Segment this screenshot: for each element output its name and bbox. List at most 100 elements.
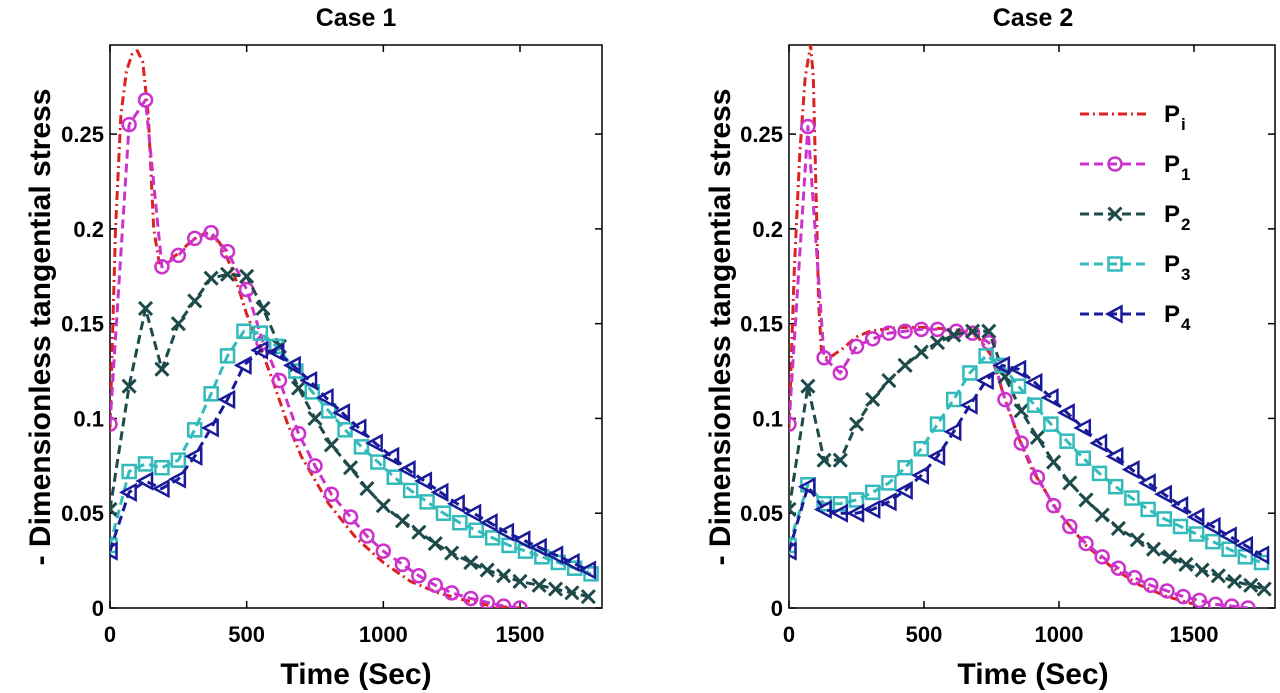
- y-tick-label: 0.2: [73, 217, 104, 242]
- data-point: [282, 355, 301, 375]
- data-point: [121, 463, 137, 480]
- legend-entry: P1: [1080, 151, 1190, 184]
- data-point: [154, 459, 170, 476]
- legend: Pi P1 P2 P3 P4: [1080, 101, 1191, 334]
- data-point: [463, 503, 482, 523]
- data-point: [1188, 526, 1205, 542]
- data-point: [411, 524, 427, 540]
- chart-title: Case 1: [316, 4, 397, 32]
- data-point: [1240, 600, 1256, 608]
- data-point: [1046, 454, 1062, 470]
- data-point: [495, 598, 512, 608]
- data-point: [154, 259, 170, 275]
- data-point: [137, 92, 154, 108]
- data-point: [1140, 501, 1156, 518]
- legend-entry: P3: [1080, 251, 1190, 284]
- data-point: [184, 446, 203, 466]
- y-axis-label: - Dimensionless tangential stress: [24, 89, 57, 566]
- data-point: [1110, 520, 1126, 536]
- data-point: [865, 391, 881, 408]
- data-point: [913, 321, 930, 338]
- data-point: [897, 459, 913, 476]
- data-point: [359, 481, 375, 497]
- data-point: [1143, 577, 1159, 594]
- data-point: [978, 348, 994, 364]
- series-p-2: [110, 266, 596, 605]
- data-point: [1105, 446, 1124, 466]
- data-point: [187, 293, 203, 309]
- data-point: [1218, 526, 1237, 546]
- data-point: [1137, 473, 1156, 493]
- series-p-i: [789, 45, 1195, 606]
- data-point: [878, 492, 897, 512]
- data-point: [848, 338, 865, 355]
- data-point: [402, 482, 419, 499]
- data-point: [479, 513, 498, 533]
- data-point: [1091, 465, 1108, 482]
- data-point: [1029, 429, 1045, 445]
- data-point: [1156, 511, 1173, 527]
- data-point: [832, 452, 848, 468]
- data-point: [337, 422, 353, 438]
- data-point: [881, 372, 897, 389]
- data-point: [1251, 545, 1270, 565]
- data-point: [394, 556, 411, 573]
- data-point: [479, 562, 495, 578]
- data-point: [427, 535, 443, 552]
- y-tick-label: 0.15: [740, 312, 783, 337]
- data-point: [1010, 378, 1027, 394]
- series-line: [110, 348, 589, 572]
- series-line: [110, 329, 592, 576]
- data-point: [496, 522, 515, 542]
- data-point: [1008, 359, 1027, 379]
- data-point: [236, 323, 252, 339]
- data-point: [1078, 492, 1094, 508]
- data-point: [430, 482, 449, 502]
- data-point: [564, 585, 580, 601]
- data-point: [1210, 568, 1226, 584]
- data-point: [307, 410, 323, 426]
- data-point: [913, 344, 929, 360]
- series-line: [110, 98, 521, 608]
- x-tick-label: 1000: [359, 622, 408, 647]
- data-point: [496, 568, 512, 584]
- data-point: [118, 482, 137, 502]
- data-point: [965, 323, 981, 339]
- data-point: [186, 422, 203, 438]
- data-point: [411, 568, 427, 584]
- data-point: [862, 499, 881, 520]
- data-point: [266, 342, 285, 362]
- data-point: [1110, 560, 1127, 576]
- data-point: [342, 509, 359, 525]
- data-point: [154, 361, 170, 377]
- data-point: [323, 437, 339, 453]
- data-point: [1062, 475, 1078, 491]
- data-point: [545, 545, 564, 565]
- series-p-4: [110, 340, 597, 580]
- data-point: [580, 589, 596, 605]
- data-point: [1191, 592, 1208, 608]
- data-point: [435, 505, 452, 521]
- series-line: [789, 363, 1263, 557]
- data-point: [578, 560, 597, 580]
- data-point: [832, 365, 849, 381]
- series-p-i: [110, 49, 521, 608]
- data-point: [913, 441, 930, 457]
- data-point: [315, 387, 334, 408]
- plot-frame: [788, 44, 1276, 609]
- data-point: [1178, 556, 1194, 572]
- data-point: [1172, 518, 1189, 535]
- data-point: [1029, 469, 1046, 485]
- data-point: [1043, 416, 1059, 432]
- data-point: [1107, 478, 1124, 495]
- data-point: [110, 501, 118, 517]
- data-point: [1145, 541, 1162, 557]
- data-point: [981, 323, 997, 339]
- data-point: [1073, 418, 1092, 438]
- data-point: [200, 418, 219, 438]
- data-point: [897, 357, 913, 373]
- data-point: [233, 355, 252, 375]
- data-point: [929, 335, 946, 351]
- data-point: [1175, 588, 1191, 605]
- data-point: [1235, 535, 1254, 556]
